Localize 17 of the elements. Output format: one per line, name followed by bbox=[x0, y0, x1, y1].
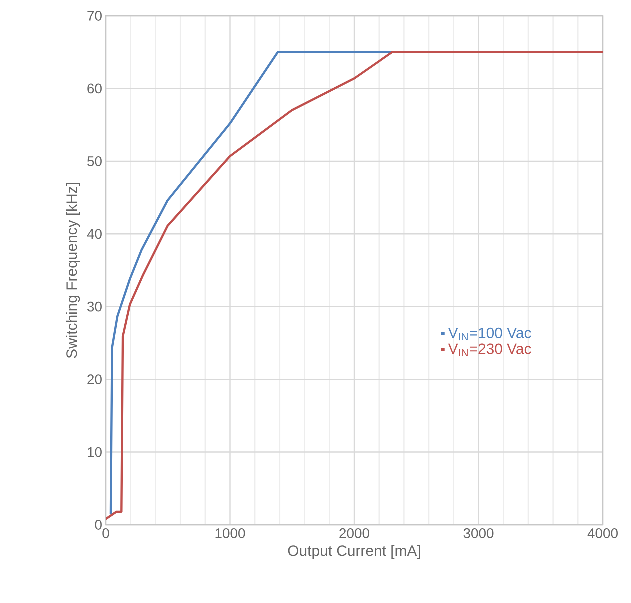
x-tick-label: 2000 bbox=[340, 528, 370, 538]
x-tick-label: 3000 bbox=[464, 528, 494, 538]
y-tick-label: 40 bbox=[87, 229, 102, 240]
y-tick-label: 70 bbox=[88, 11, 102, 21]
y-tick-label: 60 bbox=[88, 84, 102, 94]
x-tick-label: 1000 bbox=[216, 528, 246, 538]
x-tick-label: 4000 bbox=[588, 528, 618, 538]
x-axis-title: Output Current [mA] bbox=[288, 545, 420, 560]
y-tick-label: 50 bbox=[88, 156, 102, 166]
x-tick-label: 0 bbox=[102, 528, 110, 538]
legend-label: V$_{IN}$=100 Vac bbox=[448, 328, 532, 341]
legend-label: V$_{IN}$=230 Vac bbox=[448, 344, 532, 356]
y-tick-label: 0 bbox=[95, 520, 102, 530]
y-tick-label: 20 bbox=[88, 374, 102, 385]
y-tick-label: 30 bbox=[87, 302, 102, 312]
y-axis-title: Switching Frequency [kHz] bbox=[66, 183, 80, 358]
y-tick-label: 10 bbox=[88, 447, 102, 458]
